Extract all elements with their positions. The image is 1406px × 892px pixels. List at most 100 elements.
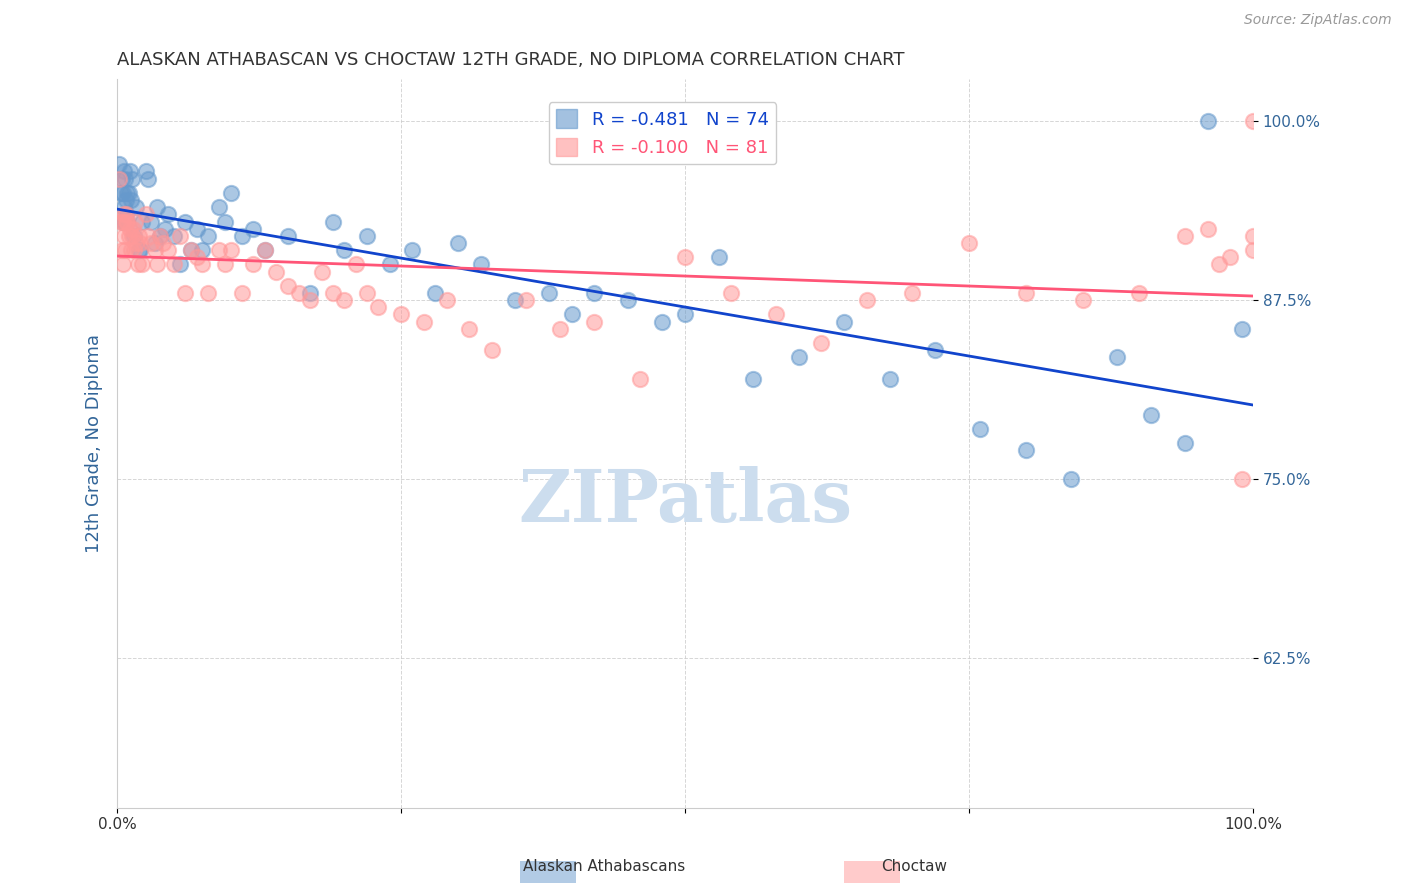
Point (548, 322, 571, 336)
Point (112, 207, 135, 221)
Point (1230, 472, 1253, 486)
Point (378, 257, 401, 271)
Point (143, 243, 166, 257)
Point (127, 257, 149, 271)
Point (560, 308, 582, 322)
Point (135, 207, 157, 221)
Point (163, 257, 186, 271)
Point (356, 228, 378, 243)
Point (115, 207, 138, 221)
Point (146, 257, 169, 271)
Point (344, 257, 367, 271)
Point (125, 200, 148, 214)
Point (1241, 114, 1264, 128)
Point (299, 293, 322, 308)
Point (333, 243, 356, 257)
Point (1197, 114, 1219, 128)
Point (436, 293, 458, 308)
Point (120, 193, 142, 207)
Point (131, 214, 153, 228)
Point (135, 164, 157, 178)
Point (401, 243, 423, 257)
Point (149, 228, 172, 243)
Point (1174, 436, 1197, 450)
Text: Alaskan Athabascans: Alaskan Athabascans (523, 859, 686, 874)
Point (219, 243, 242, 257)
Point (197, 228, 219, 243)
Point (122, 243, 145, 257)
Point (322, 214, 344, 228)
Point (124, 214, 146, 228)
Point (157, 207, 180, 221)
Point (425, 285, 447, 300)
Point (197, 285, 219, 300)
Point (367, 301, 389, 315)
Text: Source: ZipAtlas.com: Source: ZipAtlas.com (1244, 13, 1392, 28)
Point (115, 207, 138, 221)
Point (1208, 257, 1230, 271)
Point (180, 243, 202, 257)
Point (447, 235, 470, 250)
Point (1241, 243, 1264, 257)
Point (174, 214, 197, 228)
Point (1174, 228, 1197, 243)
Point (111, 243, 134, 257)
Point (141, 214, 163, 228)
Point (356, 285, 378, 300)
Point (153, 221, 176, 235)
Point (651, 315, 673, 329)
Point (115, 193, 138, 207)
Point (1015, 285, 1038, 300)
Point (152, 235, 174, 250)
Point (537, 285, 560, 300)
Point (765, 308, 787, 322)
Point (1219, 250, 1241, 264)
Point (208, 243, 231, 257)
Point (111, 186, 134, 200)
Point (191, 243, 214, 257)
Point (117, 214, 139, 228)
Point (136, 171, 159, 186)
Point (121, 171, 143, 186)
Point (1060, 472, 1083, 486)
Point (389, 308, 412, 322)
Text: ALASKAN ATHABASCAN VS CHOCTAW 12TH GRADE, NO DIPLOMA CORRELATION CHART: ALASKAN ATHABASCAN VS CHOCTAW 12TH GRADE… (117, 51, 904, 69)
Point (742, 372, 765, 386)
Point (832, 315, 855, 329)
Point (1071, 293, 1094, 308)
Point (515, 293, 537, 308)
Point (115, 214, 138, 228)
Point (128, 228, 150, 243)
Point (1241, 228, 1264, 243)
Point (136, 228, 159, 243)
Point (901, 285, 924, 300)
Point (163, 228, 186, 243)
Point (1139, 408, 1161, 422)
Point (114, 243, 136, 257)
Legend: R = -0.481   N = 74, R = -0.100   N = 81: R = -0.481 N = 74, R = -0.100 N = 81 (548, 103, 776, 164)
Point (277, 228, 299, 243)
Point (129, 235, 152, 250)
Point (879, 372, 901, 386)
Point (628, 372, 651, 386)
Point (186, 250, 208, 264)
Point (617, 293, 640, 308)
Point (114, 214, 136, 228)
Point (157, 243, 180, 257)
Point (208, 200, 231, 214)
Point (214, 257, 236, 271)
Point (1197, 221, 1219, 235)
Point (1128, 285, 1150, 300)
Text: ZIPatlas: ZIPatlas (517, 466, 852, 537)
Point (120, 243, 142, 257)
Point (117, 186, 139, 200)
Point (118, 164, 141, 178)
Point (673, 250, 696, 264)
Point (111, 214, 134, 228)
Point (117, 214, 139, 228)
Point (110, 214, 132, 228)
Point (277, 278, 299, 293)
Point (253, 243, 276, 257)
Point (264, 264, 287, 278)
Point (288, 285, 311, 300)
